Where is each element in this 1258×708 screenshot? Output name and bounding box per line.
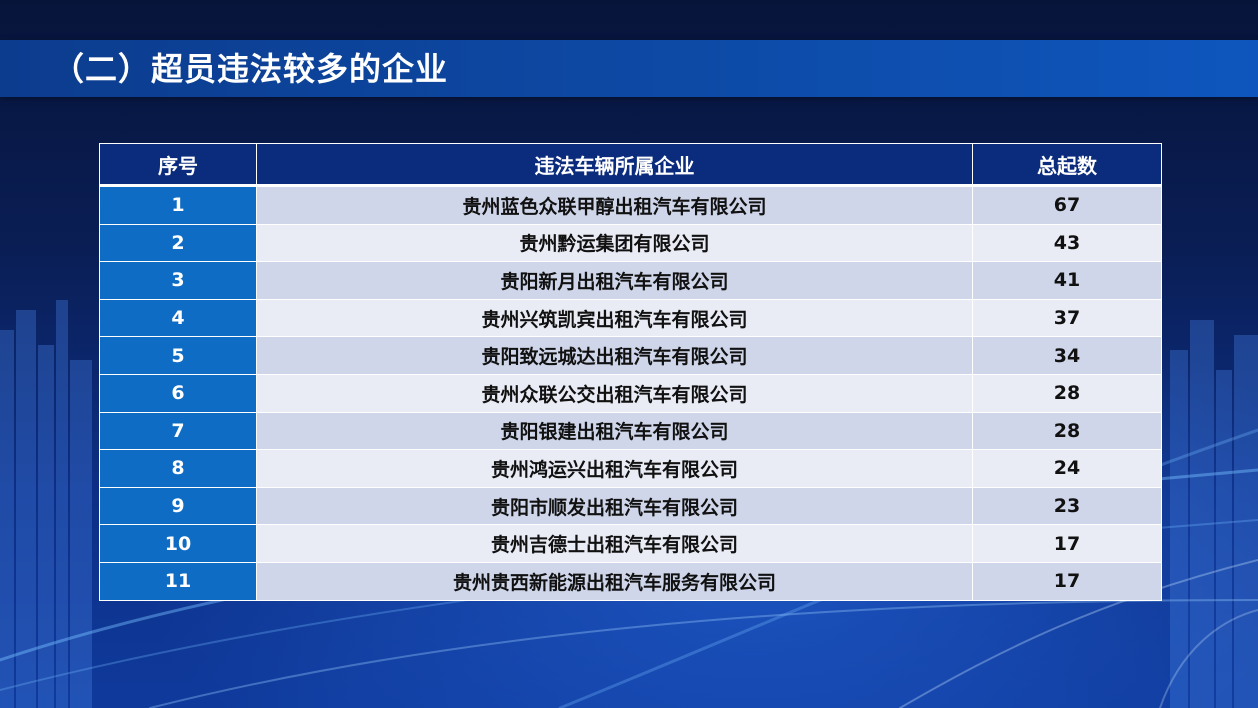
table-row: 6 贵州众联公交出租汽车有限公司 28 [99, 373, 1162, 413]
row-index: 2 [99, 223, 257, 263]
title-bar: （二）超员违法较多的企业 [0, 40, 1258, 97]
row-count: 37 [972, 298, 1162, 338]
row-company: 贵州蓝色众联甲醇出租汽车有限公司 [256, 185, 973, 225]
table-row: 11 贵州贵西新能源出租汽车服务有限公司 17 [99, 561, 1162, 601]
row-index: 9 [99, 486, 257, 526]
row-index: 1 [99, 185, 257, 225]
table-row: 10 贵州吉德士出租汽车有限公司 17 [99, 524, 1162, 563]
row-company: 贵阳市顺发出租汽车有限公司 [256, 486, 973, 526]
table-header-row: 序号 违法车辆所属企业 总起数 [99, 143, 1162, 187]
header-index: 序号 [99, 143, 257, 187]
row-count: 24 [972, 449, 1162, 488]
row-company: 贵阳致远城达出租汽车有限公司 [256, 336, 973, 375]
table-row: 4 贵州兴筑凯宾出租汽车有限公司 37 [99, 298, 1162, 338]
header-total-count: 总起数 [972, 143, 1162, 187]
row-index: 10 [99, 524, 257, 563]
row-count: 28 [972, 411, 1162, 451]
row-company: 贵州吉德士出租汽车有限公司 [256, 524, 973, 563]
row-count: 34 [972, 336, 1162, 375]
row-index: 4 [99, 298, 257, 338]
page-title: （二）超员违法较多的企业 [52, 50, 449, 88]
header-company: 违法车辆所属企业 [256, 143, 973, 187]
row-count: 67 [972, 185, 1162, 225]
row-company: 贵州黔运集团有限公司 [256, 223, 973, 263]
row-count: 43 [972, 223, 1162, 263]
row-index: 8 [99, 449, 257, 488]
table-row: 8 贵州鸿运兴出租汽车有限公司 24 [99, 449, 1162, 488]
row-count: 41 [972, 261, 1162, 300]
violation-company-table: 序号 违法车辆所属企业 总起数 1 贵州蓝色众联甲醇出租汽车有限公司 67 2 … [99, 143, 1162, 601]
row-company: 贵阳新月出租汽车有限公司 [256, 261, 973, 300]
row-company: 贵州众联公交出租汽车有限公司 [256, 373, 973, 413]
row-count: 17 [972, 524, 1162, 563]
row-company: 贵州鸿运兴出租汽车有限公司 [256, 449, 973, 488]
table-row: 2 贵州黔运集团有限公司 43 [99, 223, 1162, 263]
table-row: 9 贵阳市顺发出租汽车有限公司 23 [99, 486, 1162, 526]
row-count: 23 [972, 486, 1162, 526]
row-index: 5 [99, 336, 257, 375]
row-index: 6 [99, 373, 257, 413]
row-count: 17 [972, 561, 1162, 601]
row-count: 28 [972, 373, 1162, 413]
table-row: 5 贵阳致远城达出租汽车有限公司 34 [99, 336, 1162, 375]
table-row: 7 贵阳银建出租汽车有限公司 28 [99, 411, 1162, 451]
row-company: 贵州兴筑凯宾出租汽车有限公司 [256, 298, 973, 338]
row-index: 11 [99, 561, 257, 601]
row-index: 7 [99, 411, 257, 451]
table-row: 1 贵州蓝色众联甲醇出租汽车有限公司 67 [99, 185, 1162, 225]
row-company: 贵阳银建出租汽车有限公司 [256, 411, 973, 451]
row-company: 贵州贵西新能源出租汽车服务有限公司 [256, 561, 973, 601]
row-index: 3 [99, 261, 257, 300]
table-row: 3 贵阳新月出租汽车有限公司 41 [99, 261, 1162, 300]
